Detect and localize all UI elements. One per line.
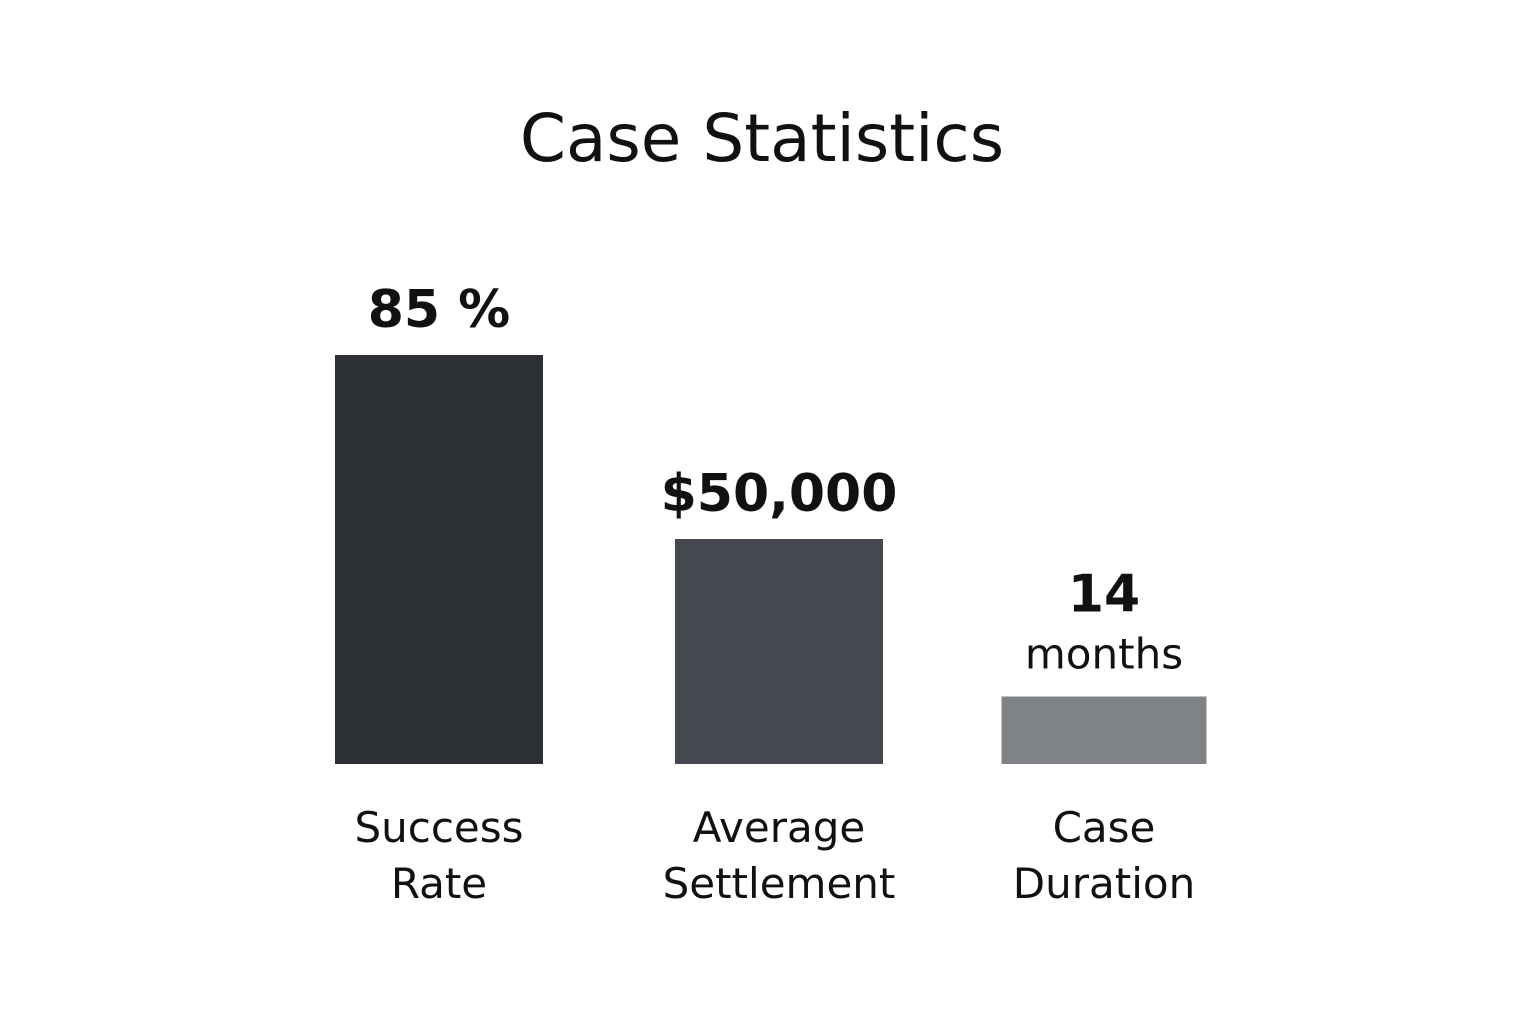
- category-label-2-line-0: Case: [1053, 803, 1156, 852]
- category-label-1-line-1: Settlement: [663, 859, 896, 908]
- bars-group: [335, 355, 1207, 764]
- data-label-2-line-0: 14: [1068, 565, 1140, 625]
- bar-0: [335, 355, 543, 764]
- data-label-1: $50,000: [661, 464, 898, 524]
- chart-title: Case Statistics: [520, 100, 1004, 177]
- bar-2: [1001, 696, 1207, 764]
- data-label-2-line-1: months: [1025, 630, 1183, 679]
- category-label-0-line-1: Rate: [391, 859, 487, 908]
- bar-1: [675, 539, 883, 764]
- category-label-2-line-1: Duration: [1013, 859, 1195, 908]
- data-label-0: 85 %: [368, 280, 511, 340]
- value-labels-group: 85 % $50,000 14 months: [368, 280, 1183, 679]
- category-label-0-line-0: Success: [354, 803, 523, 852]
- category-label-1-line-0: Average: [693, 803, 865, 852]
- category-labels-group: Success Rate Average Settlement Case Duration: [354, 803, 1195, 908]
